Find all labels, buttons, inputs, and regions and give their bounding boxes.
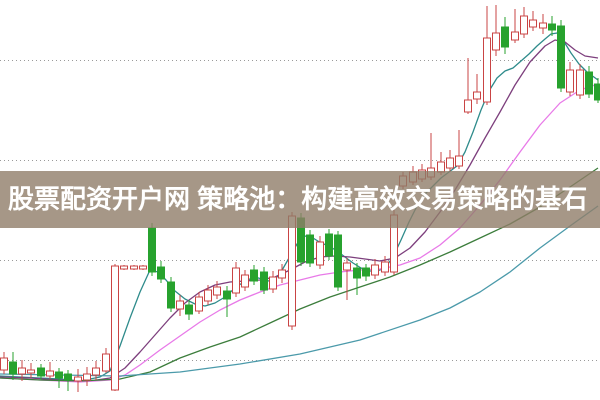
- candle: [381, 261, 389, 273]
- candle: [325, 233, 333, 257]
- candle: [139, 265, 147, 270]
- candle: [511, 31, 519, 41]
- candle: [371, 264, 379, 276]
- candle: [594, 83, 600, 101]
- candle: [167, 281, 175, 309]
- candle: [0, 357, 8, 371]
- candle: [529, 19, 537, 28]
- candle: [185, 304, 193, 315]
- candle: [102, 353, 110, 372]
- candle: [232, 267, 240, 294]
- candle: [27, 369, 35, 374]
- candle: [446, 157, 454, 169]
- candle: [576, 69, 584, 96]
- candle: [130, 265, 138, 270]
- candle: [520, 15, 528, 35]
- candle: [473, 91, 481, 100]
- candle: [46, 370, 54, 377]
- candle: [9, 361, 17, 375]
- candle: [455, 155, 463, 167]
- candle: [241, 274, 249, 288]
- candle: [55, 371, 63, 379]
- candle: [353, 267, 361, 279]
- candle: [334, 234, 342, 288]
- candle: [278, 269, 286, 279]
- candle: [37, 367, 45, 377]
- candle: [288, 215, 296, 327]
- candle: [566, 69, 574, 93]
- candle: [157, 266, 165, 280]
- candle: [260, 271, 268, 291]
- candle: [492, 32, 500, 51]
- candle: [539, 22, 547, 29]
- candle: [213, 286, 221, 296]
- candle: [83, 373, 91, 381]
- watermark-banner: 股票配资开户网 策略池：构建高效交易策略的基石: [0, 171, 600, 228]
- candle: [195, 296, 203, 312]
- candle: [204, 289, 212, 302]
- ma-slowest-cyan: [0, 205, 599, 377]
- candle: [343, 262, 351, 271]
- candle: [483, 37, 491, 103]
- candle: [92, 367, 100, 376]
- candle: [585, 71, 593, 95]
- candle: [316, 241, 324, 266]
- watermark-text: 股票配资开户网 策略池：构建高效交易策略的基石: [8, 184, 588, 214]
- candle: [362, 267, 370, 277]
- candle: [120, 265, 128, 270]
- candle: [64, 373, 72, 381]
- candle: [148, 227, 156, 273]
- candle: [557, 25, 565, 89]
- candle: [176, 300, 184, 310]
- candle: [548, 23, 556, 31]
- candle: [306, 234, 314, 264]
- candle: [74, 376, 82, 382]
- candle: [250, 269, 258, 282]
- candle: [269, 276, 277, 290]
- candle: [111, 265, 119, 391]
- candle: [18, 367, 26, 375]
- ma-pink: [0, 83, 599, 383]
- candle: [223, 290, 231, 300]
- candle: [464, 99, 472, 113]
- candle: [501, 26, 509, 48]
